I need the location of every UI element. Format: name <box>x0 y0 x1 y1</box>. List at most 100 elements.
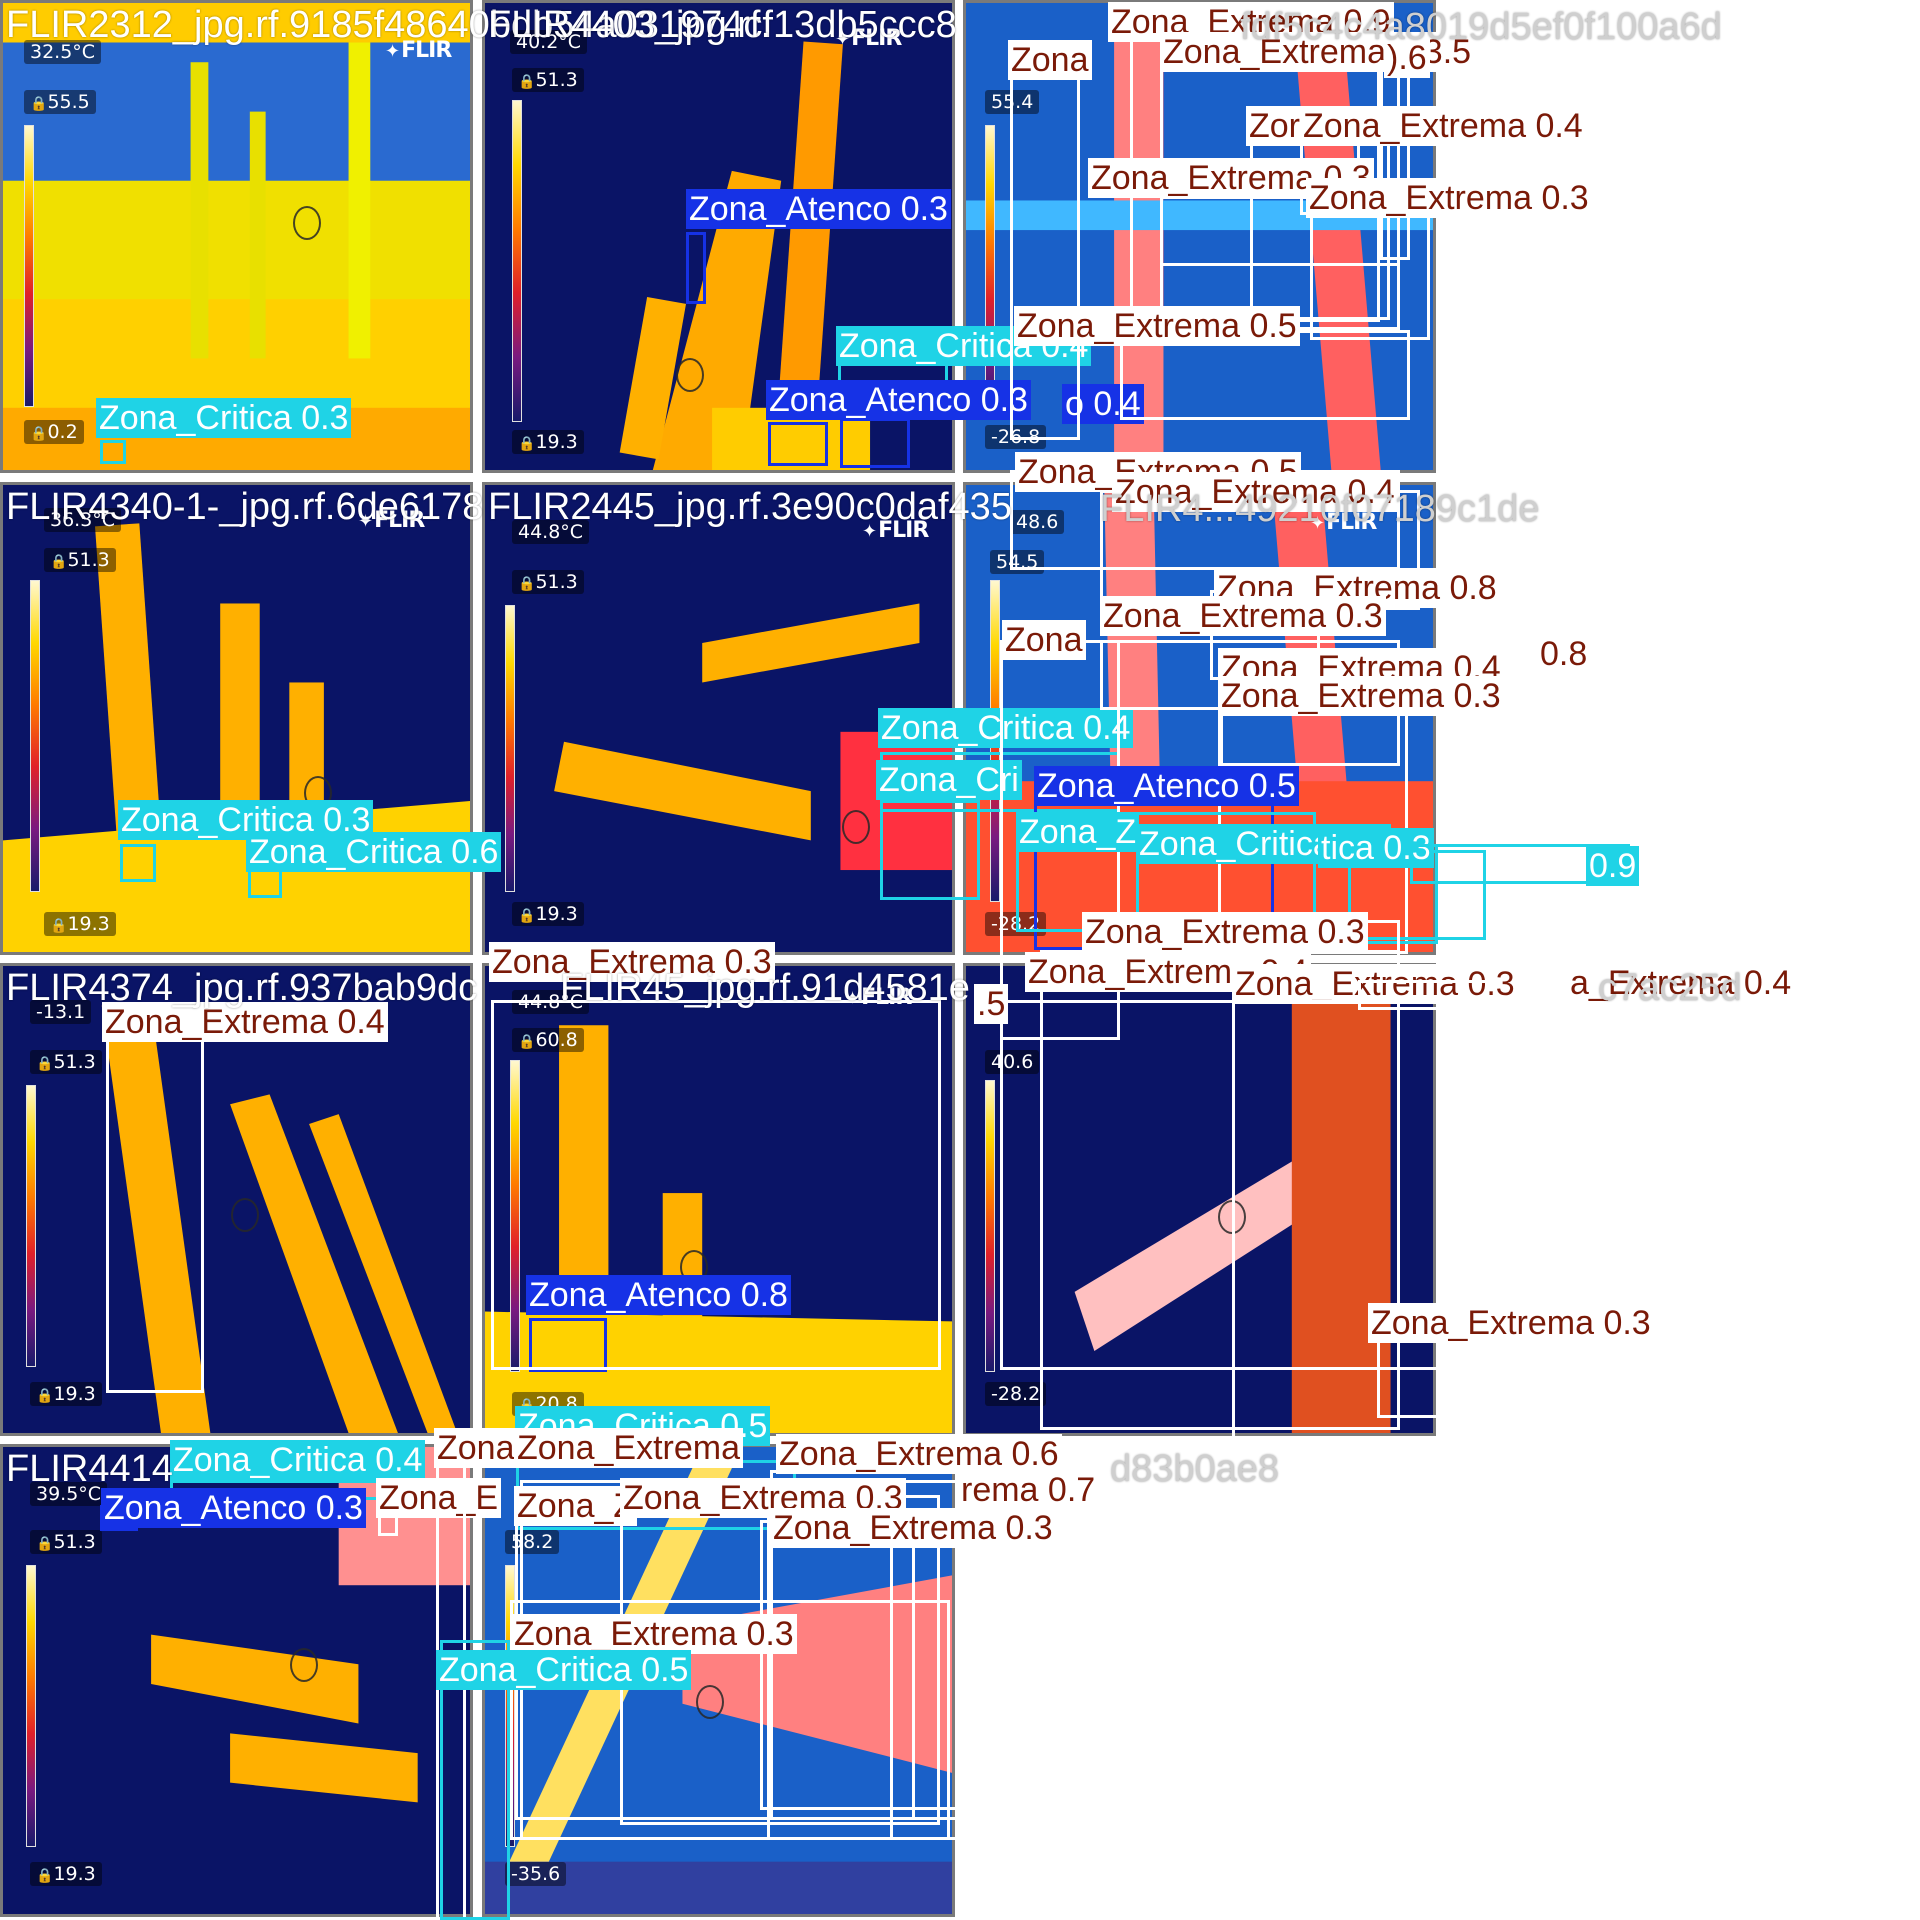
thermal-tile-3 <box>963 0 1436 473</box>
detection-label-extrema: Zona_Extrema 0.3 <box>489 942 775 982</box>
detection-box-extrema <box>510 1600 950 1840</box>
filename-7: FLIR4374_jpg.rf.937bab9dc <box>6 967 478 1009</box>
flir-logo-1: FLIR <box>385 38 452 63</box>
min-temp-5: 19.3 <box>512 902 584 926</box>
detection-label-extrema: a_Extrema 0.4 <box>1567 963 1795 1003</box>
detection-box-critica <box>100 440 126 464</box>
detection-box-atenco <box>686 232 706 304</box>
detection-label-extrema: Zona_Extrema 0.4 <box>1300 106 1586 146</box>
max-temp-10: 51.3 <box>30 1530 102 1554</box>
max-temp-1: 55.5 <box>24 90 96 114</box>
detection-label-critica: Zona_Critica 0.4 <box>170 1440 426 1480</box>
detection-box-extrema <box>106 1003 204 1393</box>
temp-scale-7 <box>26 1085 36 1367</box>
flir-logo-2: FLIR <box>835 26 902 51</box>
detection-label-extrema: Zona_Extrema 0.6 <box>776 1434 1062 1474</box>
detection-label-extrema: Zona_Extrema 0.3 <box>1218 676 1504 716</box>
detection-box-extrema <box>1040 950 1400 1430</box>
temp-scale-4 <box>30 580 40 892</box>
detection-label-extrema: rema 0.7 <box>958 1470 1099 1510</box>
spot-reticle-5 <box>842 810 870 844</box>
detection-label-extrema: .5 <box>974 984 1009 1024</box>
detection-label-extrema: Zona_Extrema 0.3 <box>1368 1303 1654 1343</box>
spot-temp-7: -13.1 <box>30 1000 92 1024</box>
detection-label-extrema: Zor <box>1246 106 1303 146</box>
detection-label-critica: Zona_Z <box>1016 812 1140 852</box>
detection-box-atenco <box>529 1318 607 1372</box>
min-temp-9: -28.2 <box>985 1382 1047 1406</box>
detection-label-extrema: Zona_Z <box>514 1486 638 1526</box>
detection-label-atenco: Zona_Atenco 0.5 <box>1034 766 1299 806</box>
detection-label-critica: Zona_Critica 0.3 <box>96 398 352 438</box>
filename-1: FLIR2312_jpg.rf.9185f48640bdb54a031974cf… <box>6 4 957 46</box>
temp-scale-2 <box>512 100 522 422</box>
filename-8: FLIR45_jpg.rf.91d4581e <box>560 967 970 1009</box>
spot-temp-2: 40.2°C <box>510 30 588 54</box>
filename-11: d83b0ae8 <box>1110 1448 1280 1490</box>
detection-box-extrema <box>1377 1332 1629 1418</box>
spot-reticle-10 <box>290 1648 318 1682</box>
flir-logo-8: FLIR <box>845 985 912 1010</box>
detection-label-extrema: 0.8 <box>1537 634 1591 674</box>
detection-label-atenco: Zona_Atenco 0.3 <box>101 1488 366 1528</box>
spot-temp-10: 39.5°C <box>30 1482 108 1506</box>
filename-2: FLIR4403_jpg.rf. <box>488 4 772 46</box>
temp-scale-5 <box>505 605 515 892</box>
filename-10: FLIR4414 <box>6 1448 173 1490</box>
thermal-image-5 <box>485 485 952 952</box>
detection-label-critica: Zona_Critica 0.6 <box>246 832 502 872</box>
detection-label-extrema: Zona_Extrema 0.3 <box>1100 596 1386 636</box>
detection-label-extrema: Zona <box>1008 40 1092 80</box>
detection-label-extrema: Zona_Extrema 0.4 <box>1112 472 1398 512</box>
filename-5: FLIR2445_jpg.rf.3e90c0daf435 <box>488 486 1012 528</box>
spot-temp-5: 44.8°C <box>512 520 590 544</box>
flir-logo-6: FLIR <box>1310 510 1377 535</box>
flir-logo-5: FLIR <box>862 518 929 543</box>
spot-reticle-11 <box>696 1685 724 1719</box>
detection-box-critica <box>440 1640 510 1920</box>
detection-label-extrema: ).6 <box>1384 38 1430 78</box>
detection-box-atenco <box>768 422 828 466</box>
min-temp-4: 19.3 <box>44 912 116 936</box>
detection-label-atenco: Zona_Atenco 0.3 <box>686 189 951 229</box>
detection-box-critica <box>880 800 980 900</box>
detection-label-extrema: Zona_Extrema <box>514 1428 743 1468</box>
detection-label-extrema: Zona_Extrema 0.3 <box>1082 912 1368 952</box>
detection-label-critica: Zona_Critica 0.4 <box>878 708 1134 748</box>
temp-scale-10 <box>26 1565 36 1847</box>
detection-label-extrema: Zona_Extrema 0.3 <box>1232 964 1518 1004</box>
thermal-image-9 <box>966 966 1433 1433</box>
detection-box-atenco <box>840 418 910 468</box>
spot-reticle-7 <box>231 1198 259 1232</box>
detection-label-extrema: Zona_Extrema 0.3 <box>770 1508 1056 1548</box>
temp-scale-9 <box>985 1080 995 1372</box>
detection-box-extrema <box>1010 60 1080 440</box>
detection-label-extrema: Zona_Extrema 0.4 <box>102 1002 388 1042</box>
temp-scale-1 <box>24 125 34 407</box>
min-temp-11: -35.6 <box>505 1862 567 1886</box>
flir-logo-4: FLIR <box>358 508 425 533</box>
detection-label-extrema: Zona <box>434 1428 518 1468</box>
detection-box-extrema <box>1310 210 1430 340</box>
min-temp-2: 19.3 <box>512 430 584 454</box>
min-temp-10: 19.3 <box>30 1862 102 1886</box>
temp-scale-3 <box>985 125 995 417</box>
thermal-tile-5 <box>482 482 955 955</box>
detection-label-critica: Zona_Critica 0.5 <box>436 1650 692 1690</box>
min-temp-7: 19.3 <box>30 1382 102 1406</box>
filename-4: FLIR4340-1-_jpg.rf.6de6178 <box>6 486 484 528</box>
filename-3: fdf5c4c4a8019d5ef0f100a6d <box>1240 6 1722 48</box>
spot-reticle-2 <box>676 358 704 392</box>
detection-label-critica: 0.9 <box>1586 846 1640 886</box>
detection-label-extrema: Zona_Extrema 0.5 <box>1014 306 1300 346</box>
detection-box-extrema <box>491 1000 941 1370</box>
max-temp-5: 51.3 <box>512 570 584 594</box>
detection-box-extrema <box>1358 980 1488 1010</box>
filename-6: FLIR4...49210f07189c1de <box>1100 488 1540 530</box>
max-temp-2: 51.3 <box>512 68 584 92</box>
detection-label-atenco: Zona_Atenco 0.3 <box>766 380 1031 420</box>
thermal-image-7 <box>3 966 470 1433</box>
temp-scale-8 <box>510 1060 520 1372</box>
detection-label-atenco: Zona_Atenco 0.8 <box>526 1275 791 1315</box>
